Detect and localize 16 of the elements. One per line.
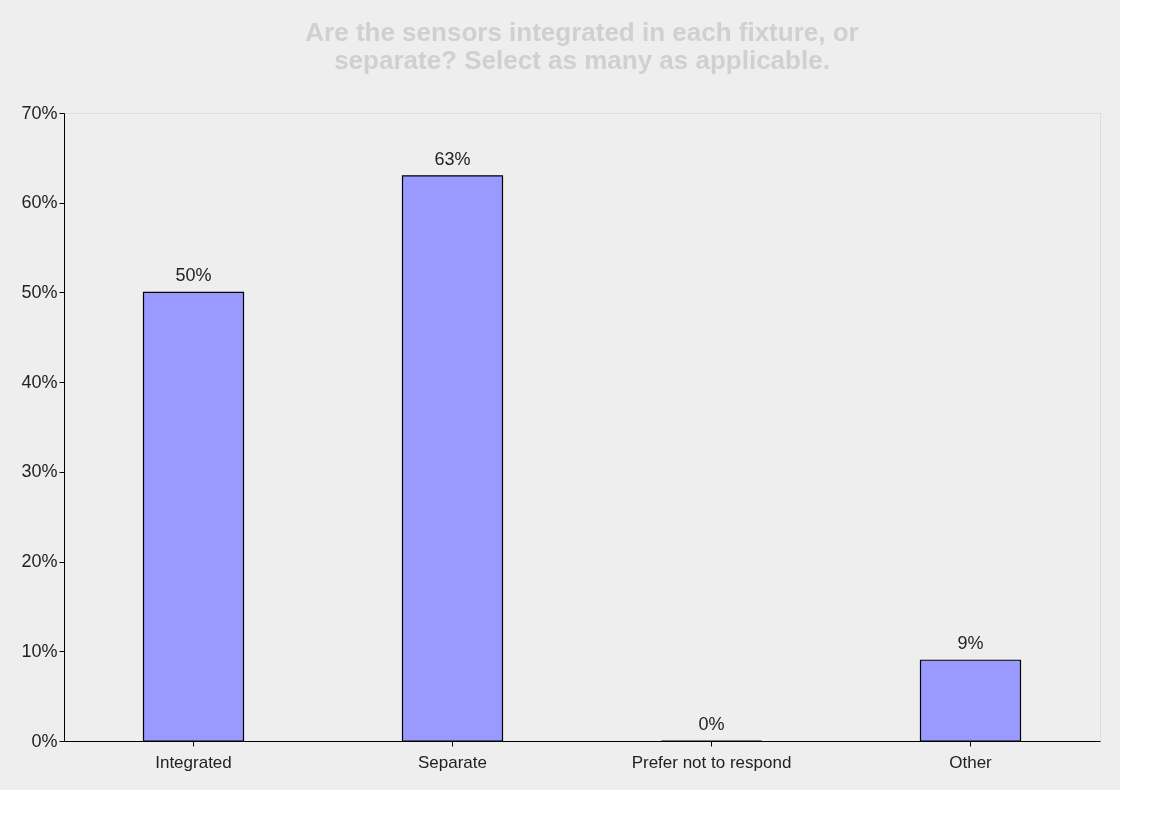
y-tick-label: 60% — [21, 192, 58, 213]
data-label: 0% — [698, 714, 725, 734]
data-label: 9% — [957, 633, 984, 654]
y-tick-label: 40% — [21, 371, 58, 392]
x-tick-label: Other — [949, 752, 993, 772]
data-label: 50% — [175, 265, 212, 286]
data-label: 63% — [434, 148, 471, 169]
y-tick-label: 0% — [31, 730, 58, 751]
y-tick-label: 30% — [21, 461, 58, 482]
y-tick-label: 50% — [21, 281, 58, 302]
y-tick-label: 20% — [21, 551, 58, 572]
y-tick-label: 70% — [21, 102, 58, 123]
x-tick-label: Prefer not to respond — [631, 752, 792, 772]
x-tick-label: Integrated — [155, 752, 232, 772]
x-tick-label: Separate — [418, 752, 487, 772]
y-tick-label: 10% — [21, 640, 58, 661]
